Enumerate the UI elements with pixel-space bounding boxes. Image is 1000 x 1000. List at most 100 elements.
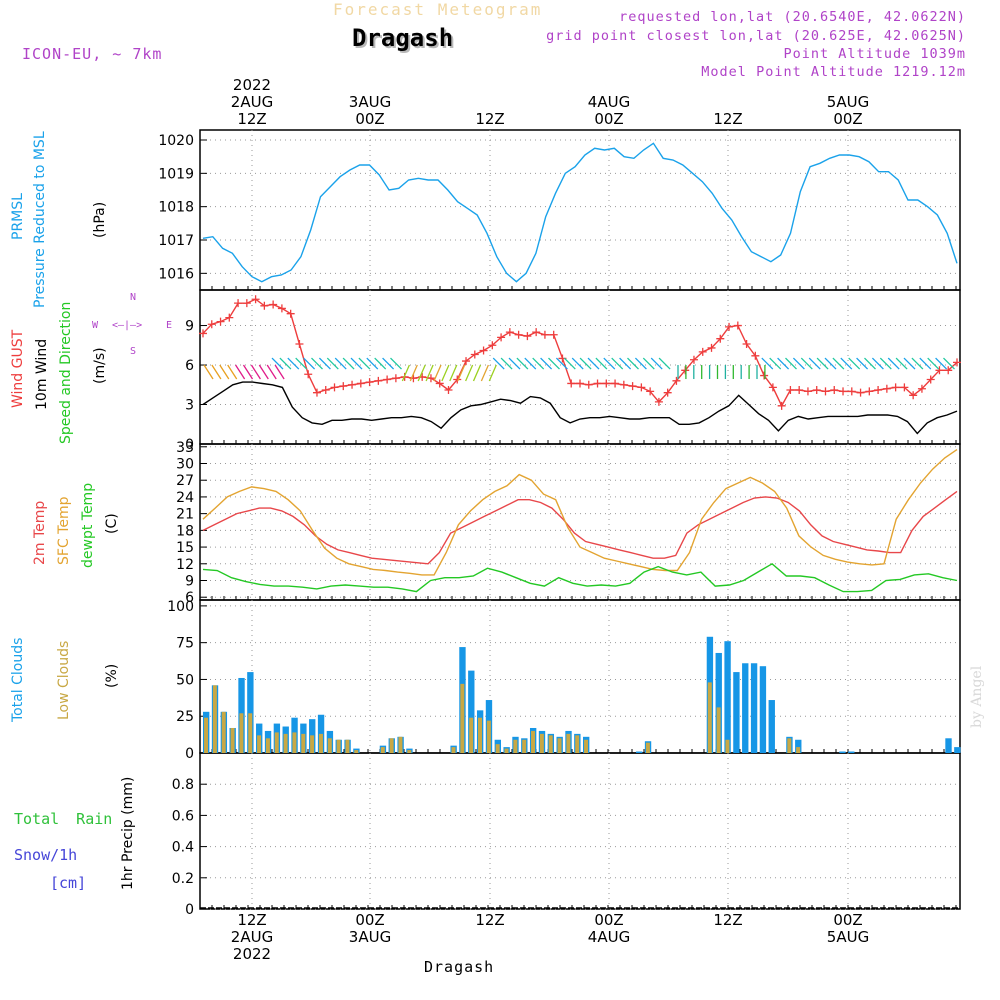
y-tick-label: 1020	[158, 133, 194, 149]
bottom-time-label-line: 5AUG	[826, 928, 870, 946]
wind-direction-arrow	[250, 364, 261, 380]
y-tick-label: 30	[176, 457, 194, 473]
total-cloud-bar	[247, 672, 254, 753]
wind-direction-arrow	[832, 357, 845, 370]
gust-marker	[295, 339, 304, 348]
gust-marker	[628, 382, 637, 391]
gust-marker	[803, 387, 812, 396]
low-cloud-bar	[478, 717, 482, 753]
panel-frame-4	[199, 752, 961, 910]
gust-marker	[207, 320, 216, 329]
wind-direction-arrow	[492, 357, 505, 370]
y-tick-label: 33	[176, 440, 194, 456]
gust-marker	[839, 387, 848, 396]
gust-marker	[698, 347, 707, 356]
total-cloud-bar	[954, 747, 961, 753]
top-time-label-line: 00Z	[833, 110, 863, 128]
total-cloud-bar	[636, 751, 643, 753]
gust-marker	[725, 322, 734, 331]
gust-marker	[760, 371, 769, 380]
low-cloud-bar	[292, 732, 297, 753]
gust-marker	[689, 355, 698, 364]
total-cloud-bar	[848, 751, 855, 753]
wind-direction-arrow	[508, 357, 521, 370]
wind-direction-arrow	[824, 357, 837, 370]
snow-unit-label: [cm]	[50, 874, 87, 892]
wind-direction-arrow	[627, 357, 639, 370]
low-cloud-bar	[584, 739, 589, 753]
gust-marker	[479, 346, 488, 355]
low-cloud-bar	[522, 739, 527, 753]
y-tick-label: 0.6	[172, 808, 194, 824]
low-cloud-bar	[787, 738, 792, 753]
wind-direction-arrow	[211, 364, 222, 380]
wind-direction-arrow	[374, 357, 387, 370]
bottom-time-label-line: 2AUG	[230, 928, 274, 946]
low-cloud-bar	[283, 733, 288, 753]
low-cloud-bar	[274, 732, 279, 753]
total-cloud-bar	[724, 641, 731, 753]
y-tick-label: 0.8	[172, 777, 194, 793]
wind-direction-arrow	[457, 364, 466, 382]
y-tick-label: 15	[176, 540, 194, 556]
wind-direction-arrow	[303, 357, 316, 370]
y-tick-label: 1017	[158, 233, 194, 249]
wind-direction-arrow	[433, 364, 442, 382]
wind-direction-arrow	[903, 357, 916, 370]
low-cloud-bar	[345, 739, 350, 753]
wind-direction-arrow	[864, 357, 876, 370]
low-cloud-bar	[557, 738, 562, 753]
gust-marker	[391, 374, 400, 383]
gust-marker	[733, 321, 742, 330]
wind-direction-arrow	[441, 364, 450, 382]
wind-direction-arrow	[401, 364, 410, 382]
wind-direction-arrow	[642, 357, 655, 370]
gust-marker	[830, 386, 839, 395]
bottom-time-label: 12Z	[698, 912, 758, 963]
wind-direction-arrow	[800, 357, 813, 370]
gust-marker	[540, 330, 549, 339]
top-time-label-line: 2022	[232, 76, 272, 94]
gust-marker	[234, 299, 243, 308]
gust-marker	[786, 386, 795, 395]
bottom-time-label: 12Z	[460, 912, 520, 963]
wind-direction-arrow	[769, 357, 782, 370]
gust-marker	[216, 317, 225, 326]
y-tick-label: 24	[176, 490, 194, 506]
gust-marker	[260, 301, 269, 310]
wind-direction-arrow	[816, 357, 829, 370]
wind-direction-arrow	[311, 357, 323, 370]
panel-frame-2	[199, 443, 961, 601]
total-cloud-bar	[468, 670, 475, 753]
wind-direction-arrow	[318, 357, 331, 370]
top-time-label-line: 4AUG	[587, 93, 631, 111]
top-time-label: 3AUG 00Z	[340, 77, 400, 128]
wind-direction-arrow	[579, 357, 592, 370]
gust-marker	[286, 309, 295, 318]
bottom-time-label-line: 00Z	[594, 911, 624, 929]
y-tick-label: 27	[176, 473, 194, 489]
gust-marker	[453, 375, 462, 384]
low-cloud-bar	[707, 682, 712, 753]
gust-marker	[865, 387, 874, 396]
low-cloud-bar	[336, 739, 341, 753]
gust-marker	[751, 351, 760, 360]
total-rain-label: Total Rain	[14, 810, 113, 828]
gust-marker	[462, 357, 471, 366]
low-cloud-bar	[796, 747, 801, 753]
top-time-label: 2022 2AUG 12Z	[222, 77, 282, 128]
total-cloud-bar	[715, 652, 722, 753]
gust-marker	[935, 366, 944, 375]
wind-speed-line	[202, 381, 958, 435]
wind-direction-arrow	[472, 364, 482, 382]
gust-marker	[567, 379, 576, 388]
wind-direction-arrow	[587, 357, 600, 370]
low-cloud-bar	[566, 733, 571, 753]
gust-marker	[549, 330, 558, 339]
total-cloud-bar	[795, 739, 802, 753]
bottom-time-label-line: 00Z	[355, 911, 385, 929]
requested-coords: requested lon,lat (20.6540E, 42.0622N)	[619, 9, 966, 25]
wind-direction-arrow	[390, 357, 402, 370]
gust-marker	[593, 379, 602, 388]
y-tick-label: 0.2	[172, 871, 194, 887]
